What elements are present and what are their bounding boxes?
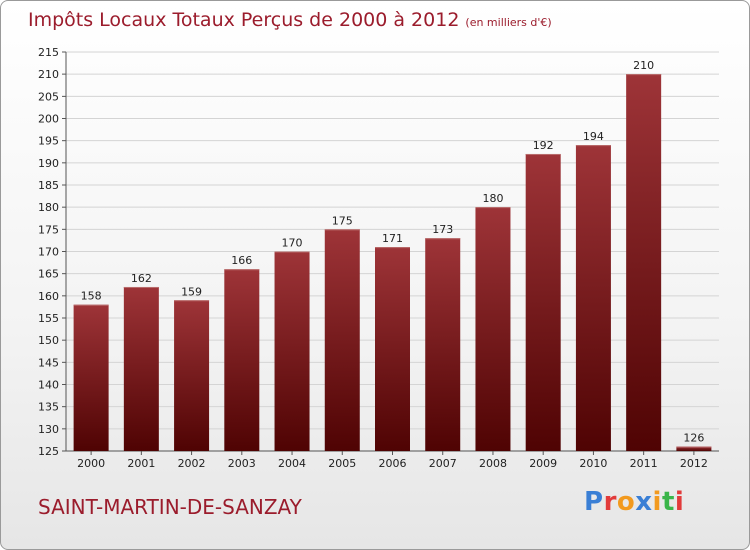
y-tick-label: 210 — [38, 68, 59, 81]
bars — [73, 74, 712, 452]
value-label-2002: 159 — [181, 285, 202, 298]
proxiti-logo: Proxiti — [584, 487, 684, 517]
bar-2006 — [375, 247, 410, 451]
y-tick-label: 190 — [38, 157, 59, 170]
y-tick-label: 200 — [38, 113, 59, 126]
chart-title: Impôts Locaux Totaux Perçus de 2000 à 20… — [28, 9, 552, 31]
value-label-2000: 158 — [81, 290, 102, 303]
bar-2004 — [274, 251, 310, 451]
x-tick-label-2010: 2010 — [579, 457, 607, 470]
logo-letter: t — [661, 487, 675, 517]
x-tick-label-2008: 2008 — [479, 457, 507, 470]
bar-2012 — [676, 446, 712, 451]
y-tick-label: 170 — [38, 246, 59, 259]
logo-letter: r — [603, 487, 617, 517]
y-tick-label: 160 — [38, 290, 59, 303]
bar-2009 — [525, 153, 561, 451]
y-tick-label: 125 — [38, 445, 59, 458]
x-tick-label-2006: 2006 — [379, 457, 407, 470]
value-label-2001: 162 — [131, 272, 152, 285]
bar-2000 — [73, 304, 109, 451]
chart-subtitle: (en milliers d'€) — [465, 16, 552, 29]
value-label-2012: 126 — [683, 432, 704, 445]
value-label-2006: 171 — [382, 232, 403, 245]
value-label-2007: 173 — [432, 223, 453, 236]
y-tick-label: 130 — [38, 423, 59, 436]
y-tick-label: 205 — [38, 90, 59, 103]
bar-2002 — [174, 300, 210, 451]
x-tick-label-2003: 2003 — [228, 457, 256, 470]
chart-title-text: Impôts Locaux Totaux Perçus de 2000 à 20… — [28, 9, 460, 31]
y-tick-label: 150 — [38, 334, 59, 347]
y-tick-label: 175 — [38, 223, 59, 236]
bar-2003 — [224, 269, 260, 451]
value-label-2009: 192 — [533, 139, 554, 152]
x-tick-label-2002: 2002 — [178, 457, 206, 470]
x-tick-label-2005: 2005 — [328, 457, 356, 470]
bar-2005 — [324, 229, 360, 451]
x-tick-label-2000: 2000 — [77, 457, 105, 470]
x-tick-label-2004: 2004 — [278, 457, 306, 470]
x-tick-label-2009: 2009 — [529, 457, 557, 470]
y-tick-label: 180 — [38, 201, 59, 214]
bar-2010 — [575, 145, 611, 451]
bar-2011 — [626, 74, 662, 452]
logo-letter: i — [674, 487, 685, 517]
bar-2008 — [475, 207, 511, 451]
value-label-2004: 170 — [282, 237, 303, 250]
value-label-2010: 194 — [583, 130, 604, 143]
x-tick-label-2007: 2007 — [429, 457, 457, 470]
logo-letter: i — [652, 487, 662, 517]
bar-2007 — [425, 238, 461, 451]
logo-letter: o — [616, 487, 636, 517]
y-tick-label: 145 — [38, 356, 59, 369]
value-label-2011: 210 — [633, 59, 654, 72]
y-tick-label: 135 — [38, 401, 59, 414]
y-tick-label: 140 — [38, 379, 59, 392]
value-label-2005: 175 — [332, 214, 353, 227]
labels: 125 130 135 140 145 150 155 160 165 170 175 180 185 1… — [38, 46, 708, 470]
location-name: SAINT-MARTIN-DE-SANZAY — [38, 495, 302, 519]
y-tick-label: 165 — [38, 268, 59, 281]
y-tick-label: 195 — [38, 135, 59, 148]
y-tick-label: 215 — [38, 46, 59, 59]
x-tick-label-2011: 2011 — [630, 457, 658, 470]
y-tick-label: 185 — [38, 179, 59, 192]
bar-2001 — [123, 286, 159, 451]
value-label-2003: 166 — [231, 254, 252, 267]
x-tick-label-2001: 2001 — [127, 457, 155, 470]
logo-letter: P — [584, 487, 604, 517]
value-label-2008: 180 — [482, 192, 503, 205]
y-tick-label: 155 — [38, 312, 59, 325]
logo-letter: x — [635, 487, 653, 517]
x-tick-label-2012: 2012 — [680, 457, 708, 470]
